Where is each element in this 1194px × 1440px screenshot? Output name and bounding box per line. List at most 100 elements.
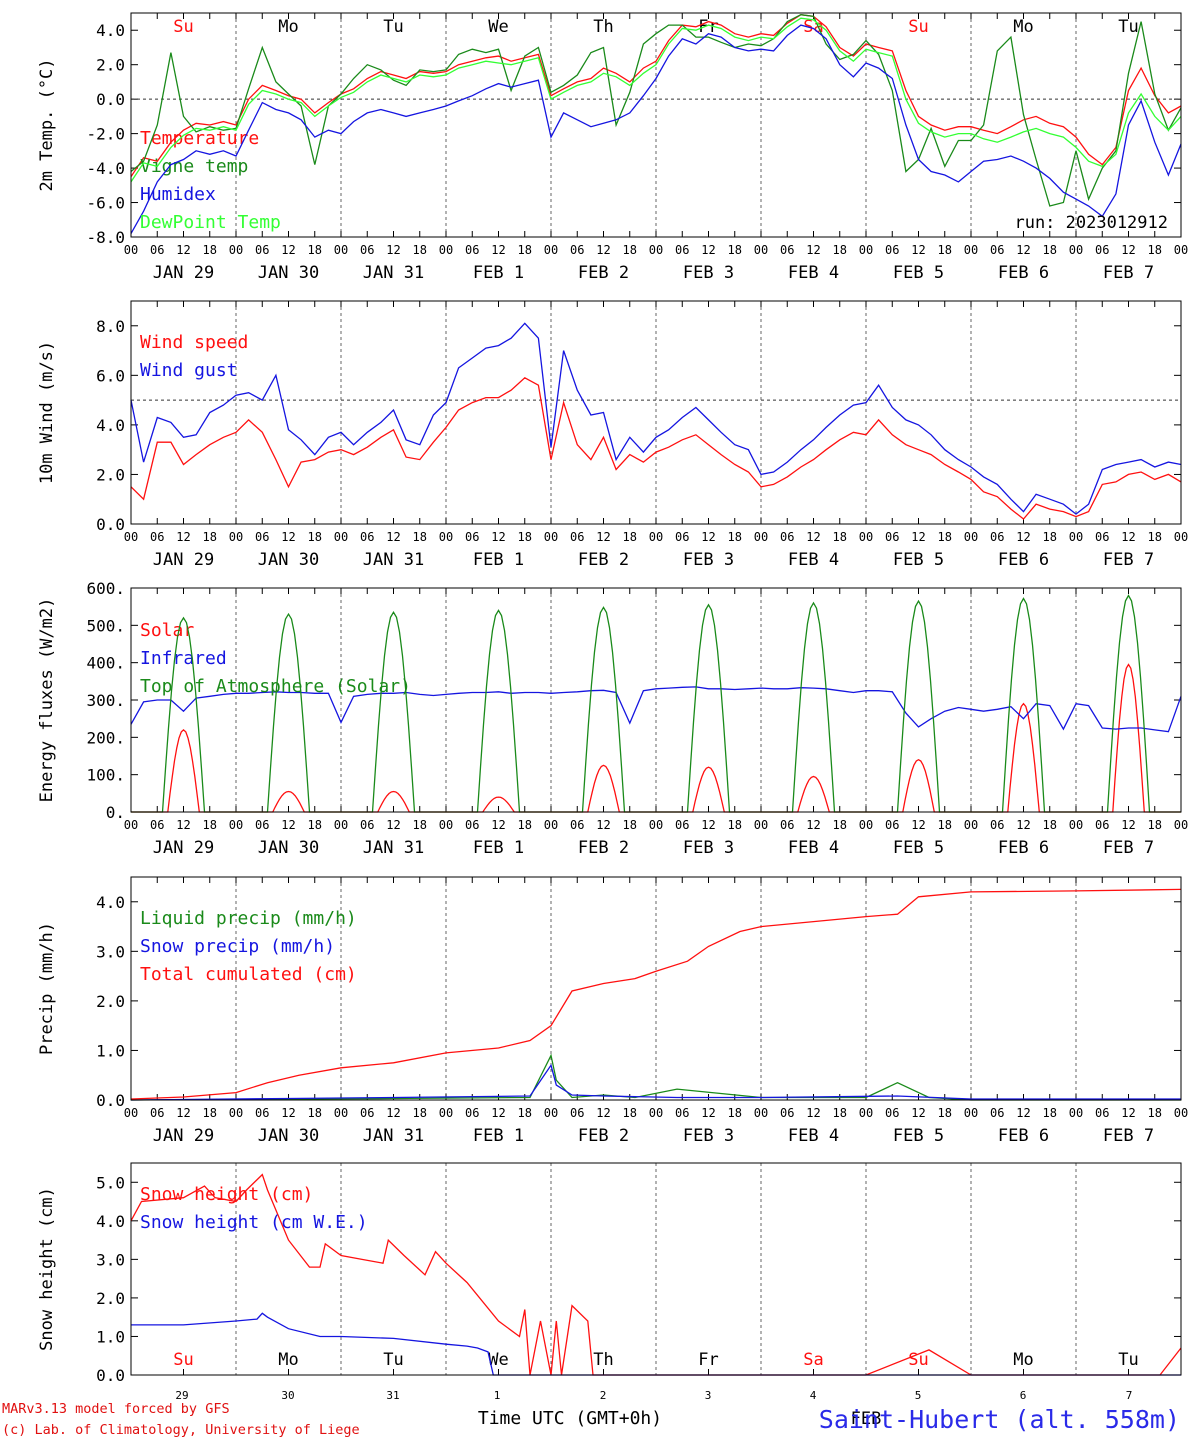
day-name: Th [593, 1350, 613, 1370]
date-label: FEB 6 [998, 838, 1049, 858]
hour-tick-label: 18 [1148, 818, 1162, 832]
hour-tick-label: 06 [885, 1106, 899, 1120]
day-label-bottom: 5 [915, 1389, 922, 1402]
hour-tick-label: 06 [255, 243, 269, 257]
hour-tick-label: 06 [360, 1106, 374, 1120]
legend-entry: Top of Atmosphere (Solar) [140, 676, 411, 697]
hour-tick-label: 12 [596, 243, 610, 257]
day-name: Mo [278, 17, 298, 37]
hour-tick-label: 00 [964, 818, 978, 832]
hour-tick-label: 06 [465, 530, 479, 544]
hour-tick-label: 18 [938, 243, 952, 257]
day-name: Mo [1013, 1350, 1033, 1370]
hour-tick-label: 18 [308, 1106, 322, 1120]
day-label-bottom: 29 [175, 1389, 188, 1402]
y-tick-label: 0.0 [96, 1366, 125, 1385]
day-label-bottom: 1 [494, 1389, 501, 1402]
date-label: FEB 6 [998, 263, 1049, 283]
hour-tick-label: 06 [885, 530, 899, 544]
series-line [130, 17, 1182, 183]
hour-tick-label: 00 [124, 243, 138, 257]
hour-tick-label: 18 [1043, 1106, 1057, 1120]
y-tick-label: 2.0 [96, 1289, 125, 1308]
hour-tick-label: 18 [728, 243, 742, 257]
hour-tick-label: 00 [1174, 1106, 1188, 1120]
hour-tick-label: 12 [1016, 1106, 1030, 1120]
hour-tick-label: 12 [491, 530, 505, 544]
plot-frame [130, 1162, 1182, 1376]
y-tick-label: 200. [86, 728, 125, 747]
series-line [130, 888, 1182, 1100]
hour-tick-label: 18 [1148, 530, 1162, 544]
hour-tick-label: 00 [334, 818, 348, 832]
legend-entry: Solar [140, 620, 194, 641]
date-label: FEB 3 [683, 550, 734, 570]
panel-0: 00 06 12 18 JAN 29 Su 00 06 12 18 JAN 30 Mo 00 06 12 18… [37, 12, 1188, 283]
legend-entry: Wind gust [140, 360, 238, 381]
hour-tick-label: 18 [938, 530, 952, 544]
hour-tick-label: 06 [465, 1106, 479, 1120]
hour-tick-label: 06 [885, 818, 899, 832]
hour-tick-label: 18 [728, 818, 742, 832]
hour-tick-label: 18 [308, 530, 322, 544]
hour-tick-label: 12 [701, 243, 715, 257]
legend-entry: Humidex [140, 184, 216, 205]
date-label: FEB 3 [683, 1126, 734, 1146]
y-tick-label: 500. [86, 616, 125, 635]
hour-tick-label: 06 [1095, 530, 1109, 544]
hour-tick-label: 00 [754, 243, 768, 257]
hour-tick-label: 06 [150, 1106, 164, 1120]
hour-tick-label: 18 [413, 818, 427, 832]
day-label-bottom: 6 [1020, 1389, 1027, 1402]
hour-tick-label: 12 [806, 1106, 820, 1120]
y-tick-label: 2.0 [96, 56, 125, 75]
date-label: FEB 5 [893, 1126, 944, 1146]
hour-tick-label: 12 [386, 818, 400, 832]
hour-tick-label: 00 [334, 243, 348, 257]
date-label: FEB 2 [578, 263, 629, 283]
hour-tick-label: 06 [1095, 818, 1109, 832]
hour-tick-label: 18 [728, 1106, 742, 1120]
legend-entry: Vigne temp [140, 156, 248, 177]
hour-tick-label: 12 [281, 818, 295, 832]
series-line [130, 686, 1182, 733]
hour-tick-label: 00 [859, 818, 873, 832]
plot-frame [130, 12, 1182, 238]
hour-tick-label: 00 [1069, 818, 1083, 832]
hour-tick-label: 12 [176, 530, 190, 544]
y-tick-label: -4.0 [86, 159, 125, 178]
date-label: FEB 1 [473, 838, 524, 858]
hour-tick-label: 12 [911, 818, 925, 832]
hour-tick-label: 00 [544, 530, 558, 544]
hour-tick-label: 06 [780, 530, 794, 544]
y-axis-title: Energy fluxes (W/m2) [37, 598, 57, 803]
date-label: FEB 5 [893, 838, 944, 858]
hour-tick-label: 00 [124, 818, 138, 832]
date-label: FEB 2 [578, 838, 629, 858]
hour-tick-label: 00 [964, 243, 978, 257]
hour-tick-label: 18 [1043, 530, 1057, 544]
date-label: FEB 1 [473, 263, 524, 283]
hour-tick-label: 18 [203, 818, 217, 832]
day-name: Mo [1013, 17, 1033, 37]
date-label: JAN 30 [258, 550, 319, 570]
hour-tick-label: 12 [176, 818, 190, 832]
date-label: FEB 2 [578, 1126, 629, 1146]
day-label-bottom: 30 [281, 1389, 294, 1402]
hour-tick-label: 18 [938, 818, 952, 832]
hour-tick-label: 06 [990, 1106, 1004, 1120]
hour-tick-label: 12 [491, 243, 505, 257]
hour-tick-label: 00 [229, 530, 243, 544]
day-name: Su [173, 17, 193, 37]
y-tick-label: 3.0 [96, 1250, 125, 1269]
plot-frame [130, 300, 1182, 525]
hour-tick-label: 18 [833, 243, 847, 257]
hour-tick-label: 18 [728, 530, 742, 544]
y-tick-label: 4.0 [96, 1212, 125, 1231]
series-line [130, 377, 1182, 520]
hour-tick-label: 12 [1121, 530, 1135, 544]
date-label: JAN 31 [363, 263, 424, 283]
day-label-bottom: 2 [600, 1389, 607, 1402]
hour-tick-label: 18 [308, 243, 322, 257]
hour-tick-label: 06 [675, 1106, 689, 1120]
